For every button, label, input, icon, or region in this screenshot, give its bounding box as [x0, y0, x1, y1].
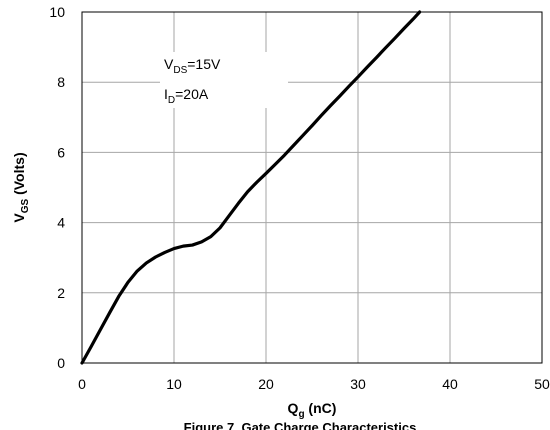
- plot-frame: [81, 11, 543, 364]
- vgs-curve: [80, 10, 422, 365]
- annotation-vds: VDS=15V: [164, 56, 221, 76]
- y-tick-label-0: 0: [57, 355, 65, 371]
- x-tick-label-0: 0: [78, 376, 86, 392]
- x-tick-label-5: 50: [534, 376, 550, 392]
- y-tick-label-2: 4: [57, 215, 65, 231]
- x-tick-label-4: 40: [442, 376, 458, 392]
- x-tick-label-2: 20: [258, 376, 274, 392]
- x-tick-label-3: 30: [350, 376, 366, 392]
- y-tick-label-4: 8: [57, 74, 65, 90]
- y-tick-label-1: 2: [57, 285, 65, 301]
- y-tick-label-5: 10: [49, 4, 65, 20]
- figure-caption: Figure 7. Gate Charge Characteristics: [184, 420, 417, 430]
- y-axis-label: VGS (Volts): [11, 152, 31, 222]
- annotation-id: ID=20A: [164, 86, 209, 106]
- x-axis-label: Qg (nC): [288, 400, 337, 420]
- annotation-background: [160, 52, 288, 108]
- y-tick-label-3: 6: [57, 144, 65, 160]
- x-tick-label-1: 10: [166, 376, 182, 392]
- grid-lines: [82, 12, 542, 363]
- tick-labels: 0 10 20 30 40 50 0 2 4 6 8 10: [49, 4, 550, 392]
